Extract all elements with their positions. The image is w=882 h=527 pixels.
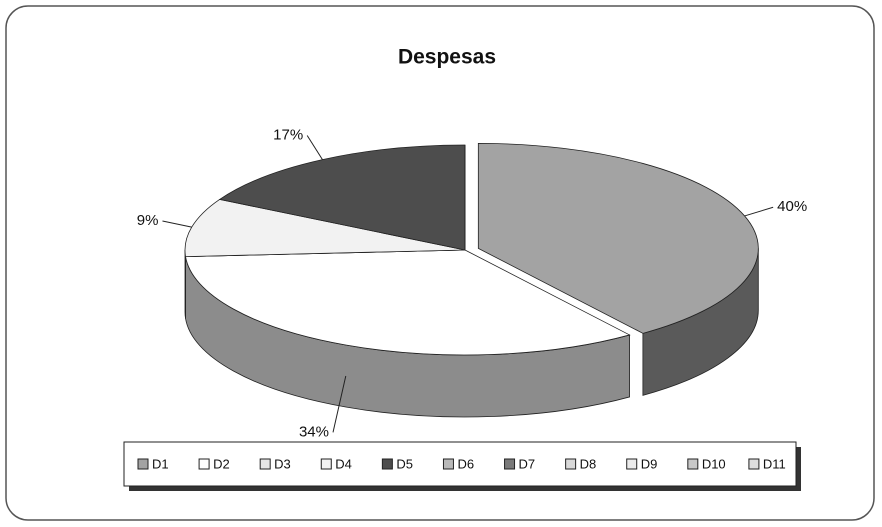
pie-slice [184, 198, 466, 258]
leader-line [332, 375, 347, 433]
legend-label: D6 [457, 456, 474, 471]
leader-line [306, 135, 323, 160]
legend-label: D11 [763, 456, 786, 471]
legend-label: D10 [702, 456, 726, 471]
legend-swatch [504, 458, 516, 470]
legend-swatch [198, 458, 210, 470]
chart-title: Despesas [398, 46, 496, 69]
legend-swatch [381, 458, 393, 470]
data-label: 17% [273, 126, 303, 143]
data-label: 9% [137, 212, 159, 229]
legend-swatch [442, 458, 454, 470]
legend-swatch [748, 458, 760, 470]
legend-box [123, 441, 797, 487]
legend-label: D7 [519, 456, 536, 471]
legend-label: D9 [641, 456, 658, 471]
legend-label: D8 [580, 456, 597, 471]
legend-swatch [565, 458, 577, 470]
legend-swatch [626, 458, 638, 470]
legend-swatch [687, 458, 699, 470]
legend-label: D2 [213, 456, 230, 471]
legend-swatch [137, 458, 149, 470]
leader-line [162, 220, 192, 228]
pie-side [184, 249, 186, 319]
pie-slice [477, 142, 759, 334]
legend-swatch [259, 458, 271, 470]
data-label: 40% [777, 198, 807, 215]
legend-swatch [320, 458, 332, 470]
data-label: 34% [299, 423, 329, 440]
pie-slice [185, 249, 631, 356]
leader-line [744, 206, 774, 217]
legend-label: D4 [335, 456, 352, 471]
legend-label: D5 [396, 456, 413, 471]
legend-label: D3 [274, 456, 291, 471]
legend-label: D1 [152, 456, 169, 471]
